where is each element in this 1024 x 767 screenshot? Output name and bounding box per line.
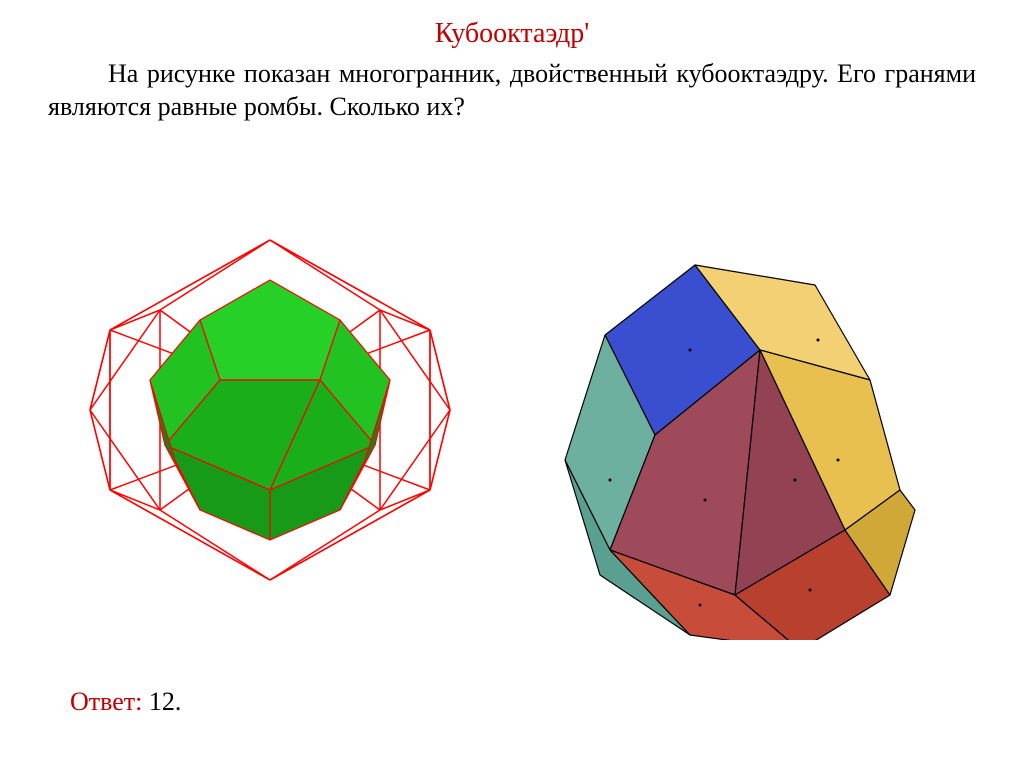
figures-area xyxy=(0,180,1024,640)
answer-label: Ответ: xyxy=(70,687,142,716)
slide: Кубооктаэдр' На рисунке показан многогра… xyxy=(0,0,1024,767)
left-figure xyxy=(90,240,450,580)
right-figure xyxy=(565,265,915,640)
slide-title: Кубооктаэдр' xyxy=(0,0,1024,50)
answer: Ответ: 12. xyxy=(70,687,181,717)
body-text: На рисунке показан многогранник, двойств… xyxy=(48,59,976,121)
answer-value: 12. xyxy=(149,687,182,716)
slide-body: На рисунке показан многогранник, двойств… xyxy=(0,50,1024,123)
figures-svg xyxy=(0,180,1024,640)
